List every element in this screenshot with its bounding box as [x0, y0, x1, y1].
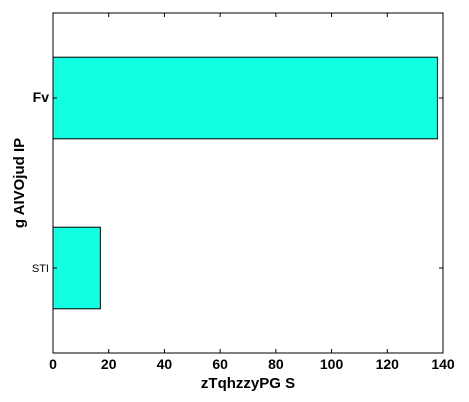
x-tick-label: 100: [320, 356, 344, 372]
x-tick-label: 40: [157, 356, 173, 372]
y-tick-label: Fv: [33, 89, 50, 105]
bar-sti: [52, 226, 101, 310]
x-axis-ticks: 0 20 40 60 80 100 120 140: [49, 13, 455, 372]
y-axis-label: g AIVOjud IP: [11, 138, 28, 228]
plot-area-frame: [52, 12, 444, 354]
x-tick-label: 120: [376, 356, 400, 372]
bar-fv: [52, 56, 438, 140]
x-axis-label: zTqhzzyPG S: [201, 375, 295, 392]
x-tick-label: 140: [431, 356, 455, 372]
y-axis-ticks: STI Fv: [32, 89, 443, 275]
x-tick-label: 0: [49, 356, 57, 372]
y-tick-label: STI: [32, 263, 49, 275]
x-tick-label: 20: [101, 356, 117, 372]
x-tick-label: 80: [268, 356, 284, 372]
x-tick-label: 60: [212, 356, 228, 372]
bars-group: [52, 56, 438, 310]
